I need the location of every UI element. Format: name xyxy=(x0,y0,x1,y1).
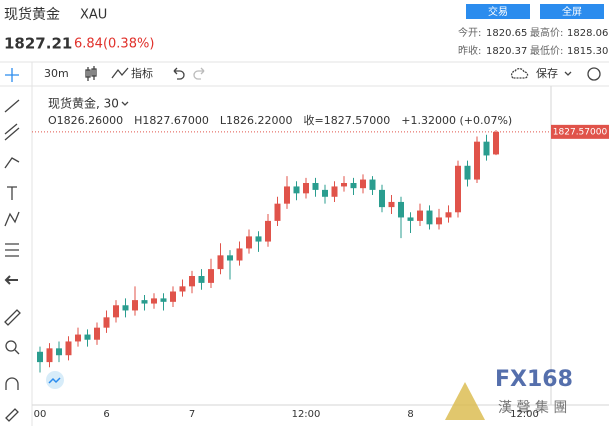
watermark-company: 漢 聲 集 團 xyxy=(498,399,567,416)
candle-body xyxy=(331,186,338,197)
stat-value: 1820.65 xyxy=(486,28,527,39)
last-price: 1827.21 xyxy=(4,35,72,53)
ohlc-legend: O1826.26000 H1827.67000 L1826.22000 收=1827.… xyxy=(48,113,512,127)
candle-body xyxy=(151,298,157,304)
candle-body xyxy=(445,212,452,218)
indicators-button[interactable]: 指标 xyxy=(131,66,153,80)
candle-body xyxy=(84,334,91,340)
interval-button[interactable]: 30m xyxy=(44,67,69,80)
candle-body xyxy=(398,201,404,218)
stat-label: 今开: xyxy=(458,26,481,39)
redo-icon[interactable] xyxy=(193,67,205,80)
candle-body xyxy=(217,255,224,270)
candle-body xyxy=(493,131,499,155)
ohlc-value: 收=1827.57000 xyxy=(304,113,391,127)
candle-body xyxy=(37,351,43,363)
candle-body xyxy=(293,186,300,194)
series-title: 现货黄金, 30 xyxy=(48,96,119,111)
x-tick-label: 7 xyxy=(189,409,195,420)
candle-body xyxy=(208,269,214,283)
indicator-icon[interactable] xyxy=(111,67,129,79)
fullscreen-button-label[interactable]: 全屏 xyxy=(562,5,582,18)
candle-body xyxy=(483,141,490,156)
candle-body xyxy=(464,165,471,180)
candle-body xyxy=(426,210,433,225)
price-change: 6.84(0.38%) xyxy=(74,37,154,52)
candle-body xyxy=(284,186,290,204)
ohlc-value: L1826.22000 xyxy=(220,114,293,127)
x-tick-label: 6 xyxy=(103,409,109,420)
candle-body xyxy=(369,179,376,190)
candle-body xyxy=(417,210,423,221)
settings-icon[interactable] xyxy=(587,67,601,81)
candle-body xyxy=(274,203,281,221)
cloud-icon[interactable] xyxy=(510,67,529,79)
last-price-tag xyxy=(551,124,609,139)
candle-body xyxy=(350,183,357,189)
instrument-symbol: XAU xyxy=(80,8,107,23)
save-dropdown[interactable] xyxy=(564,71,572,76)
candle-body xyxy=(75,334,81,342)
candle-body xyxy=(113,305,119,318)
candle-body xyxy=(379,189,385,208)
x-tick-label: 12:00 xyxy=(292,409,321,420)
tv-badge-icon xyxy=(48,377,61,384)
candle-body xyxy=(141,300,148,304)
candle-body xyxy=(170,291,176,302)
candle-body xyxy=(322,189,328,197)
x-tick-label: 00 xyxy=(34,409,47,420)
x-tick-label: 12:00 xyxy=(510,409,539,420)
candle-body xyxy=(436,217,442,225)
stat-value: 1820.37 xyxy=(486,46,527,57)
ohlc-value: H1827.67000 xyxy=(134,114,209,127)
candle-body xyxy=(179,286,186,292)
candle-body xyxy=(198,276,205,283)
candle-body xyxy=(122,305,129,311)
candle-body xyxy=(56,348,62,356)
candle-body xyxy=(227,255,233,261)
candle-body xyxy=(189,276,195,287)
candle-body xyxy=(160,298,167,302)
save-button[interactable]: 保存 xyxy=(536,66,558,80)
candle-body xyxy=(255,236,262,242)
watermark-logo xyxy=(445,382,485,420)
instrument-name: 现货黄金 xyxy=(4,6,60,23)
candle-body xyxy=(407,217,414,221)
fullscreen-button[interactable] xyxy=(540,4,604,19)
candle-body xyxy=(65,341,72,356)
candle-body xyxy=(246,236,252,249)
undo-icon[interactable] xyxy=(173,67,185,80)
stat-label: 最低价: xyxy=(530,44,563,57)
stat-value: 1815.30 xyxy=(567,46,608,57)
candle-body xyxy=(341,183,347,187)
candle-body xyxy=(455,165,461,213)
candle-body xyxy=(303,183,309,194)
candle-body xyxy=(132,300,138,311)
stat-label: 最高价: xyxy=(530,26,563,39)
last-price-label: 1827.57000 xyxy=(553,127,608,137)
stat-label: 昨收: xyxy=(458,44,481,57)
candle-body xyxy=(265,220,271,242)
candle-body xyxy=(388,201,395,208)
trade-button[interactable] xyxy=(466,4,530,19)
candle-body xyxy=(312,183,319,190)
ohlc-value: O1826.26000 xyxy=(48,114,123,127)
candle-body xyxy=(360,179,366,189)
chart-type-icon[interactable] xyxy=(85,66,97,81)
trade-button-label[interactable]: 交易 xyxy=(488,5,508,18)
candle-body xyxy=(236,248,243,261)
watermark-brand: FX168 xyxy=(495,367,573,392)
drawing-tools[interactable] xyxy=(4,68,21,422)
stat-value: 1828.06 xyxy=(567,28,608,39)
candle-body xyxy=(46,348,53,363)
x-tick-label: 8 xyxy=(407,409,413,420)
title-dropdown[interactable] xyxy=(121,101,129,106)
candle-body xyxy=(94,327,100,340)
candle-body xyxy=(103,317,110,328)
candle-body xyxy=(474,141,480,180)
ohlc-value: +1.32000 (+0.07%) xyxy=(401,114,512,127)
